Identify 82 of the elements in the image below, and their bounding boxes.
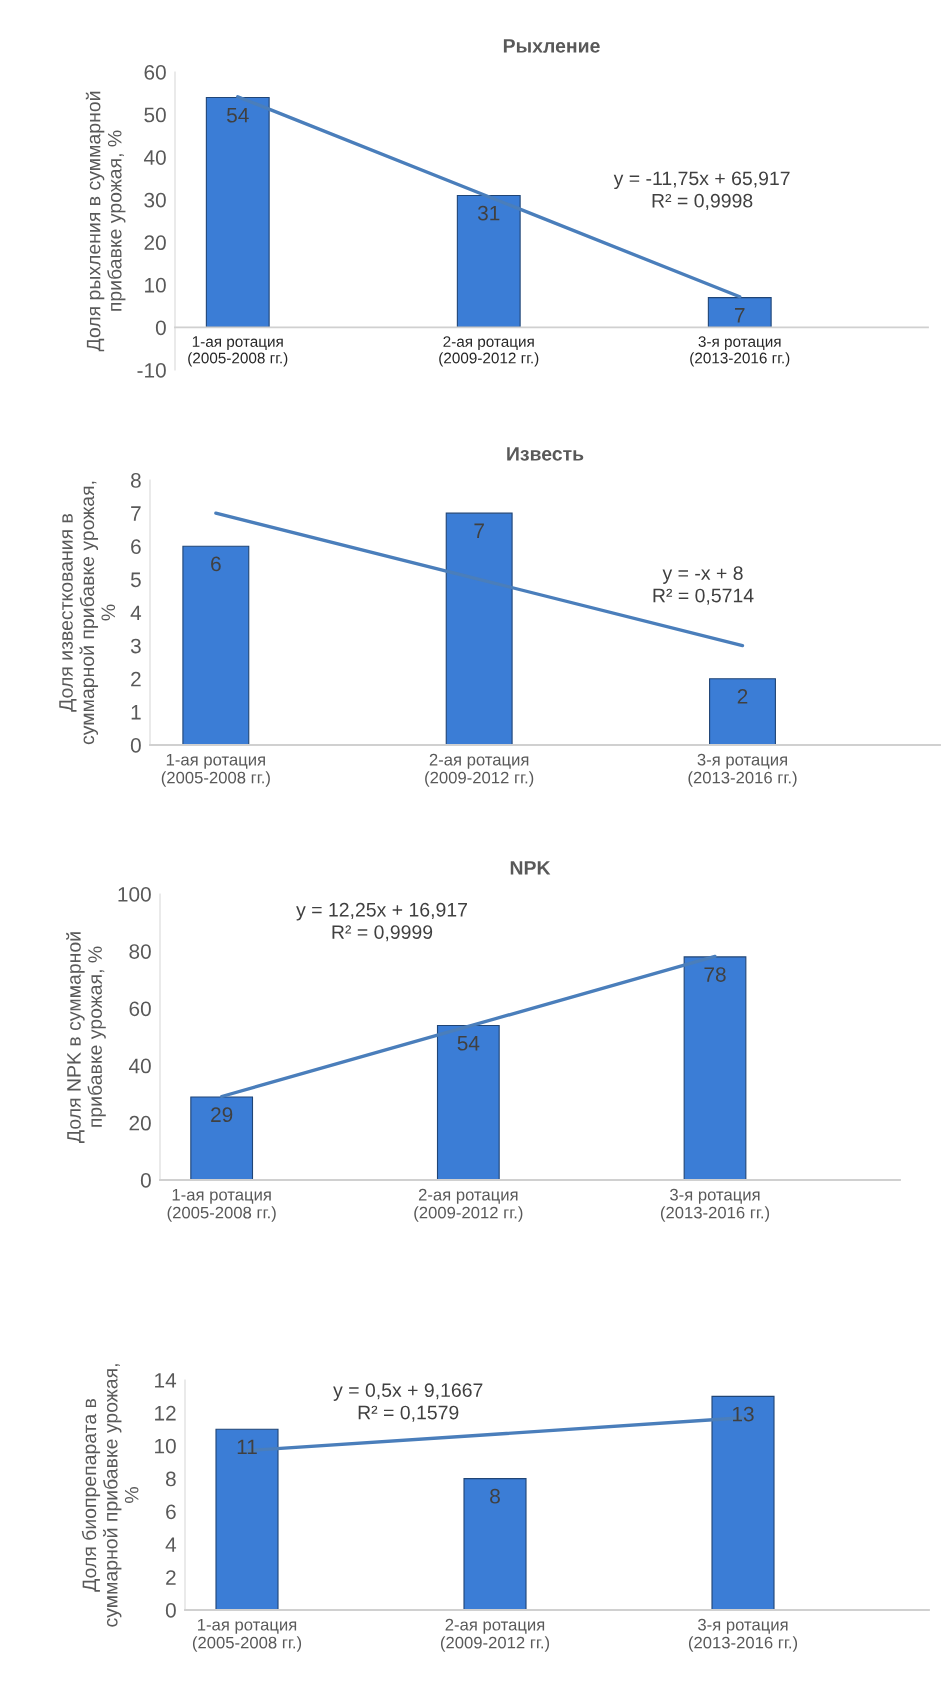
annotation: y = 12,25x + 16,917: [296, 902, 467, 921]
data-label: 2: [737, 689, 748, 704]
y-tick-label: 10: [145, 277, 166, 293]
bar: [709, 678, 776, 745]
data-label: 7: [474, 523, 484, 538]
bar: [215, 1428, 279, 1610]
y-tick-label: 14: [155, 1373, 177, 1388]
y-tick-label: 20: [129, 1115, 151, 1131]
bar: [683, 956, 747, 1180]
y-axis-title: Доля известкования в суммарной прибавке урожая, %: [59, 481, 116, 745]
y-tick-label: -10: [137, 363, 166, 378]
data-label: 54: [457, 1036, 480, 1051]
annotation: y = 0,5x + 9,1667: [333, 1383, 483, 1401]
y-tick-label: 100: [118, 887, 151, 902]
data-label: 78: [704, 967, 726, 982]
y-tick-label: 40: [143, 150, 166, 165]
y-tick-label: 60: [129, 1001, 151, 1017]
annotation: R² = 0,9998: [652, 193, 753, 210]
y-tick-label: 2: [166, 1570, 176, 1585]
data-label: 31: [477, 205, 500, 221]
data-label: 8: [490, 1488, 500, 1504]
y-tick-label: 20: [144, 235, 166, 251]
y-tick-label: 4: [130, 605, 142, 621]
bar: [436, 1025, 500, 1180]
x-tick-label: 3-я ротация (2013-2016 гг.): [688, 1618, 798, 1652]
annotation: y = -x + 8: [662, 566, 743, 584]
x-tick-label: 3-я ротация (2013-2016 гг.): [690, 336, 790, 367]
chart-title: NPK: [510, 861, 551, 875]
bar: [456, 194, 521, 328]
bar: [205, 96, 270, 328]
x-tick-label: 2-ая ротация (2009-2012 гг.): [414, 1188, 523, 1222]
bar: [445, 512, 513, 745]
annotation: R² = 0,1579: [358, 1405, 459, 1422]
y-tick-label: 8: [165, 1471, 176, 1487]
bar: [182, 545, 250, 745]
bar: [463, 1478, 527, 1610]
y-axis-title: Доля биопрепарата в суммарной прибавке урожая, %: [81, 1364, 139, 1627]
y-tick-label: 0: [155, 320, 166, 336]
y-tick-label: 6: [131, 539, 141, 554]
y-tick-label: 10: [155, 1438, 176, 1454]
x-tick-label: 3-я ротация (2013-2016 гг.): [660, 1188, 770, 1222]
y-tick-label: 2: [131, 671, 141, 687]
chart-title: Рыхление: [503, 39, 600, 53]
y-tick-label: 5: [130, 572, 141, 588]
y-tick-label: 0: [140, 1173, 151, 1188]
y-tick-label: 4: [165, 1537, 177, 1552]
y-tick-label: 0: [165, 1603, 176, 1618]
data-label: 6: [211, 556, 221, 572]
x-tick-label: 2-ая ротация (2009-2012 гг.): [439, 336, 539, 367]
y-tick-label: 30: [144, 192, 166, 208]
y-tick-label: 6: [166, 1504, 176, 1520]
y-tick-label: 60: [144, 65, 166, 80]
x-tick-label: 2-ая ротация (2009-2012 гг.): [425, 753, 534, 787]
annotation: R² = 0,5714: [653, 588, 754, 605]
chart-title: Известь: [507, 447, 584, 461]
bar: [707, 297, 772, 328]
x-tick-label: 2-ая ротация (2009-2012 гг.): [440, 1618, 550, 1652]
y-tick-label: 80: [129, 944, 151, 959]
y-tick-label: 8: [130, 473, 141, 488]
bar: [711, 1395, 775, 1610]
data-label: 54: [227, 108, 249, 123]
y-tick-label: 1: [131, 705, 141, 720]
y-axis-title: Доля рыхления в суммарной прибавке урожая, %: [85, 91, 126, 352]
data-label: 11: [237, 1439, 257, 1455]
y-tick-label: 50: [144, 107, 166, 123]
y-tick-label: 40: [128, 1058, 151, 1074]
x-tick-label: 1-ая ротация (2005-2008 гг.): [188, 336, 288, 367]
annotation: y = -11,75x + 65,917: [613, 171, 790, 190]
data-label: 7: [735, 308, 745, 323]
data-label: 29: [211, 1107, 233, 1123]
y-tick-label: 12: [155, 1405, 176, 1421]
bar: [190, 1096, 254, 1180]
x-tick-label: 1-ая ротация (2005-2008 гг.): [167, 1188, 276, 1222]
annotation: R² = 0,9999: [332, 925, 433, 942]
x-tick-label: 1-ая ротация (2005-2008 гг.): [161, 753, 270, 787]
y-tick-label: 0: [130, 738, 141, 753]
y-tick-label: 3: [130, 638, 141, 654]
y-axis-title: Доля NPK в суммарной прибавке урожая, %: [66, 932, 106, 1143]
x-tick-label: 1-ая ротация (2005-2008 гг.): [192, 1618, 302, 1652]
y-tick-label: 7: [131, 506, 141, 521]
data-label: 13: [733, 1406, 754, 1422]
x-tick-label: 3-я ротация (2013-2016 гг.): [688, 753, 797, 787]
